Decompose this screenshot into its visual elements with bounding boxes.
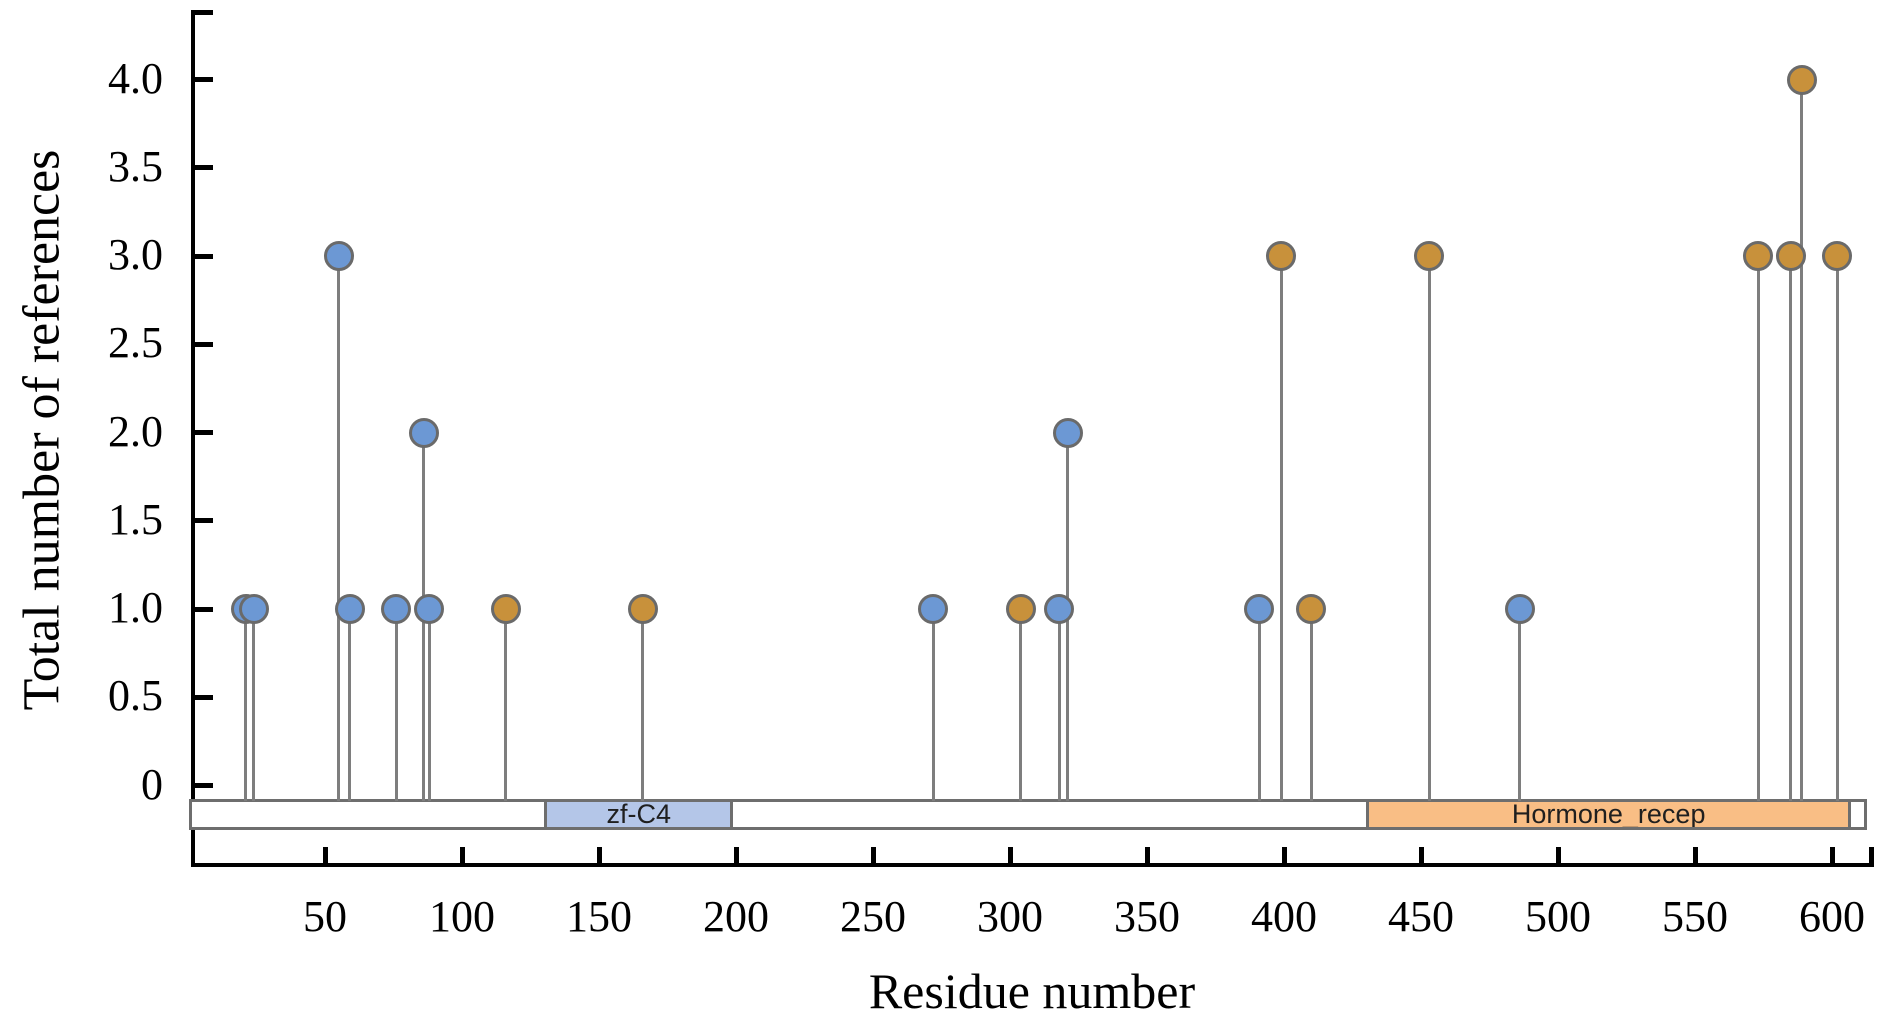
y-axis-end-tick	[191, 10, 213, 15]
lollipop-marker-573	[1743, 241, 1774, 271]
x-tick-label-50: 50	[303, 892, 347, 941]
y-tick-label-0.5: 0.5	[108, 671, 163, 721]
y-tick-label-3.0: 3.0	[108, 230, 163, 279]
lollipop-marker-76	[381, 594, 412, 624]
y-tick-label-1.5: 1.5	[108, 494, 163, 544]
x-tick-label-200: 200	[703, 892, 769, 941]
lollipop-stem-318	[1057, 609, 1061, 801]
y-axis-tick-2.5	[191, 341, 213, 347]
domain-box-zf-C4: zf-C4	[544, 799, 734, 830]
lollipop-stem-59	[348, 609, 352, 801]
lollipop-marker-55	[323, 241, 354, 271]
y-tick-label-1.0: 1.0	[108, 583, 163, 632]
lollipop-stem-166	[641, 609, 645, 801]
x-axis-tick-350	[1144, 847, 1150, 867]
lollipop-stem-453	[1427, 256, 1431, 801]
lollipop-stem-21	[244, 609, 248, 801]
y-tick-label-4.0: 4.0	[108, 53, 163, 103]
lollipop-stem-589	[1800, 79, 1804, 801]
lollipop-marker-589	[1786, 64, 1817, 95]
y-axis-tick-4.0	[191, 77, 213, 82]
lollipop-marker-585	[1775, 241, 1806, 271]
lollipop-marker-88	[414, 594, 445, 624]
lollipop-marker-399	[1266, 241, 1297, 271]
x-axis-line	[191, 863, 1874, 867]
lollipop-stem-391	[1257, 609, 1261, 801]
y-axis-tick-1.0	[191, 606, 213, 612]
lollipop-marker-321	[1052, 417, 1083, 448]
domain-box-Hormone_recep: Hormone_recep	[1366, 799, 1852, 830]
x-axis-title: Residue number	[868, 963, 1196, 1019]
y-axis-tick-1.5	[191, 518, 213, 524]
domain-label-zf-C4: zf-C4	[606, 799, 671, 829]
lollipop-stem-116	[504, 609, 508, 801]
y-axis-tick-0	[191, 783, 213, 788]
lollipop-marker-318	[1044, 594, 1075, 624]
lollipop-stem-585	[1789, 256, 1793, 801]
y-tick-label-3.5: 3.5	[108, 141, 163, 191]
x-axis-tick-600	[1829, 847, 1835, 867]
lollipop-marker-391	[1244, 594, 1275, 624]
lollipop-marker-59	[334, 594, 365, 624]
lollipop-stem-602	[1835, 256, 1839, 801]
y-axis-tick-3.5	[191, 165, 213, 171]
y-tick-label-0: 0	[141, 759, 163, 809]
x-tick-label-350: 350	[1114, 892, 1180, 941]
x-tick-label-500: 500	[1525, 892, 1591, 941]
lollipop-stem-486	[1518, 609, 1522, 801]
x-axis-tick-500	[1555, 847, 1561, 867]
lollipop-stem-304	[1019, 609, 1023, 801]
x-tick-label-250: 250	[840, 892, 906, 941]
x-axis-tick-50	[322, 847, 328, 867]
x-tick-label-450: 450	[1388, 892, 1454, 941]
x-axis-tick-400	[1281, 847, 1287, 867]
x-axis-tick-550	[1692, 847, 1698, 867]
lollipop-marker-410	[1296, 594, 1327, 624]
x-axis-tick-150	[596, 847, 602, 867]
lollipop-marker-453	[1414, 241, 1445, 271]
lollipop-marker-24	[238, 594, 269, 624]
x-axis-tick-300	[1007, 847, 1013, 867]
x-tick-label-550: 550	[1662, 892, 1728, 941]
y-axis-tick-3.0	[191, 253, 213, 259]
lollipop-marker-86	[408, 417, 439, 448]
lollipop-marker-486	[1504, 594, 1535, 624]
lollipop-stem-410	[1309, 609, 1313, 801]
lollipop-stem-573	[1756, 256, 1760, 801]
y-axis-tick-2.0	[191, 430, 213, 435]
domain-label-Hormone_recep: Hormone_recep	[1511, 799, 1706, 829]
lollipop-stem-399	[1279, 256, 1283, 801]
lollipop-marker-166	[627, 594, 658, 624]
y-tick-label-2.5: 2.5	[108, 318, 163, 368]
x-tick-label-400: 400	[1251, 892, 1317, 941]
lollipop-marker-116	[490, 594, 521, 624]
lollipop-marker-602	[1822, 241, 1853, 271]
lollipop-stem-76	[394, 609, 398, 801]
x-tick-label-100: 100	[429, 892, 495, 941]
x-axis-tick-250	[870, 847, 876, 867]
y-tick-label-2.0: 2.0	[108, 406, 163, 456]
lollipop-stem-55	[337, 256, 341, 801]
x-axis-tick-450	[1418, 847, 1424, 867]
x-tick-label-150: 150	[566, 892, 632, 941]
x-axis-tick-100	[459, 847, 465, 867]
lollipop-stem-272	[931, 609, 935, 801]
x-axis-tick-200	[733, 847, 739, 867]
x-axis-end-tick	[1869, 847, 1874, 867]
lollipop-marker-272	[918, 594, 949, 624]
x-tick-label-300: 300	[977, 892, 1043, 941]
lollipop-stem-24	[252, 609, 256, 801]
x-tick-label-600: 600	[1799, 892, 1865, 941]
lollipop-stem-88	[427, 609, 431, 801]
y-axis-tick-0.5	[191, 694, 213, 700]
lollipop-marker-304	[1005, 594, 1036, 624]
y-axis-line	[191, 10, 195, 867]
